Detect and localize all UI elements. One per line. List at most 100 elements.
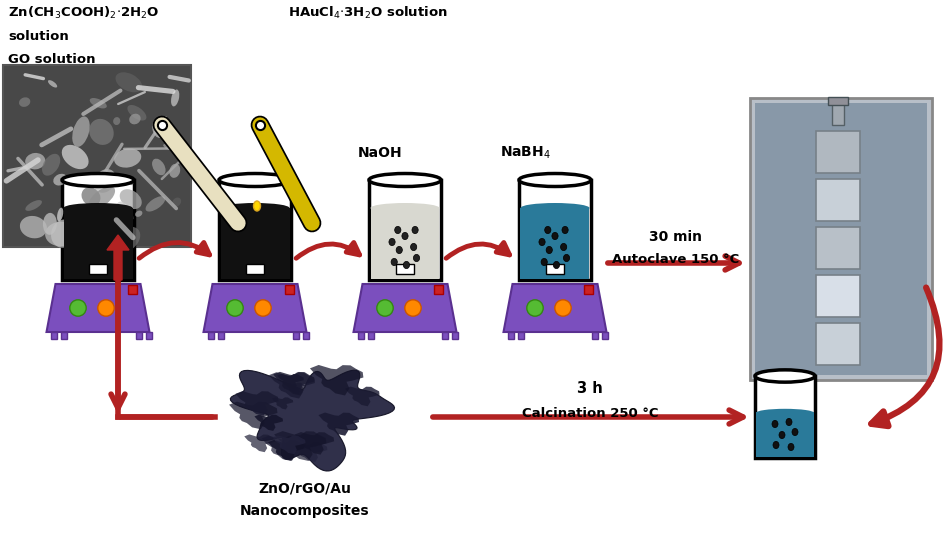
Ellipse shape xyxy=(113,117,120,125)
Bar xyxy=(755,412,813,457)
Ellipse shape xyxy=(57,208,63,221)
Bar xyxy=(220,208,289,279)
Bar xyxy=(452,332,458,339)
Polygon shape xyxy=(228,402,278,429)
Ellipse shape xyxy=(163,144,173,150)
Bar xyxy=(815,179,859,221)
Polygon shape xyxy=(353,284,456,332)
Ellipse shape xyxy=(129,114,141,124)
Bar xyxy=(584,285,593,294)
Text: 30 min: 30 min xyxy=(649,230,701,244)
FancyArrow shape xyxy=(107,235,129,280)
Text: ZnO/rGO/Au: ZnO/rGO/Au xyxy=(259,482,351,496)
Ellipse shape xyxy=(413,255,419,262)
Ellipse shape xyxy=(787,444,793,450)
Ellipse shape xyxy=(553,262,559,269)
Ellipse shape xyxy=(53,174,67,186)
Ellipse shape xyxy=(120,189,142,209)
Ellipse shape xyxy=(563,255,569,262)
Polygon shape xyxy=(254,415,283,431)
Bar xyxy=(518,180,590,280)
Bar xyxy=(219,180,291,280)
Ellipse shape xyxy=(412,226,418,234)
Polygon shape xyxy=(272,435,305,454)
Ellipse shape xyxy=(219,173,291,187)
Ellipse shape xyxy=(518,173,590,187)
Ellipse shape xyxy=(368,173,441,187)
Ellipse shape xyxy=(90,98,107,109)
Text: NaBH$_4$: NaBH$_4$ xyxy=(499,145,550,162)
Bar xyxy=(145,332,151,339)
Ellipse shape xyxy=(51,219,76,248)
Bar xyxy=(754,103,926,375)
Ellipse shape xyxy=(117,202,133,223)
Ellipse shape xyxy=(791,429,797,435)
Ellipse shape xyxy=(401,232,408,240)
Ellipse shape xyxy=(410,243,416,250)
Ellipse shape xyxy=(127,105,146,120)
Text: Zn(CH$_3$COOH)$_2$$\cdot$2H$_2$O: Zn(CH$_3$COOH)$_2$$\cdot$2H$_2$O xyxy=(8,5,160,21)
Text: 3 h: 3 h xyxy=(577,381,602,396)
Bar xyxy=(217,332,224,339)
Ellipse shape xyxy=(19,97,30,107)
Text: solution: solution xyxy=(8,30,69,43)
Circle shape xyxy=(97,300,114,316)
Ellipse shape xyxy=(755,409,813,417)
Bar xyxy=(245,264,263,274)
Ellipse shape xyxy=(152,159,165,175)
Bar xyxy=(89,264,107,274)
Ellipse shape xyxy=(89,119,113,145)
Ellipse shape xyxy=(145,196,165,211)
Bar xyxy=(602,332,608,339)
Polygon shape xyxy=(269,372,314,399)
Circle shape xyxy=(554,300,570,316)
Ellipse shape xyxy=(172,197,181,207)
Bar xyxy=(302,332,308,339)
Bar xyxy=(127,285,136,294)
Ellipse shape xyxy=(403,262,409,269)
Text: Autoclave 150 °C: Autoclave 150 °C xyxy=(612,253,739,266)
Polygon shape xyxy=(318,412,359,435)
Bar xyxy=(368,180,441,280)
Ellipse shape xyxy=(171,89,179,106)
Ellipse shape xyxy=(785,418,791,426)
Polygon shape xyxy=(235,391,278,416)
Ellipse shape xyxy=(253,201,261,211)
Circle shape xyxy=(255,300,271,316)
Ellipse shape xyxy=(42,213,57,235)
Polygon shape xyxy=(503,284,606,332)
Ellipse shape xyxy=(562,226,567,234)
Ellipse shape xyxy=(20,216,47,238)
Bar xyxy=(517,332,523,339)
Ellipse shape xyxy=(48,80,58,88)
Ellipse shape xyxy=(61,145,89,169)
Text: NaOH: NaOH xyxy=(358,146,402,160)
Ellipse shape xyxy=(389,239,395,246)
Ellipse shape xyxy=(220,203,289,213)
Polygon shape xyxy=(295,432,334,455)
Polygon shape xyxy=(272,398,293,409)
Bar xyxy=(62,180,134,280)
Bar xyxy=(815,227,859,269)
FancyArrowPatch shape xyxy=(446,242,509,258)
Bar xyxy=(284,285,294,294)
Bar xyxy=(293,332,298,339)
Ellipse shape xyxy=(396,247,402,254)
Polygon shape xyxy=(274,431,326,461)
Ellipse shape xyxy=(544,226,550,234)
Ellipse shape xyxy=(81,187,100,206)
Bar xyxy=(831,103,843,125)
Text: HAuCl$_4$$\cdot$3H$_2$O solution: HAuCl$_4$$\cdot$3H$_2$O solution xyxy=(288,5,447,21)
Bar xyxy=(815,275,859,317)
Polygon shape xyxy=(284,383,305,395)
Ellipse shape xyxy=(169,164,180,178)
Polygon shape xyxy=(261,435,306,461)
Ellipse shape xyxy=(370,203,439,213)
Polygon shape xyxy=(244,434,275,452)
Ellipse shape xyxy=(778,431,784,439)
Ellipse shape xyxy=(25,200,42,211)
Text: Calcination 250 °C: Calcination 250 °C xyxy=(521,407,658,420)
Ellipse shape xyxy=(754,370,814,382)
Ellipse shape xyxy=(93,169,116,193)
Ellipse shape xyxy=(62,173,134,187)
